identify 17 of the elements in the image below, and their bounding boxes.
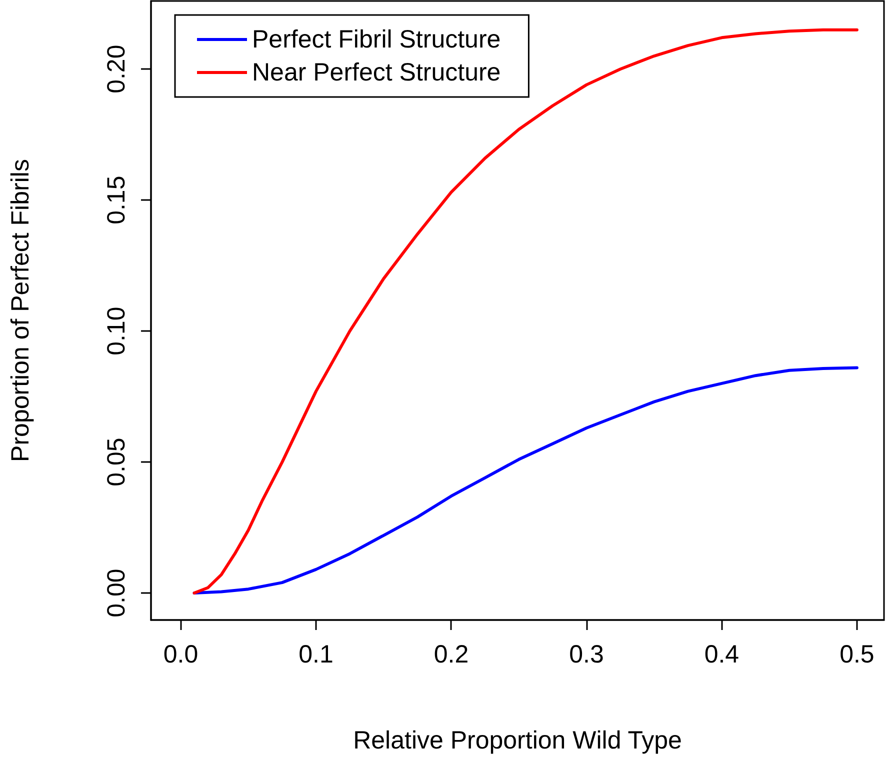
- x-axis-title: Relative Proportion Wild Type: [353, 726, 682, 754]
- y-axis-title: Proportion of Perfect Fibrils: [6, 159, 34, 462]
- line-series: [192, 366, 858, 595]
- y-tick-label: 0.10: [102, 306, 130, 356]
- y-tick-label: 0.00: [102, 568, 130, 618]
- legend-label: Near Perfect Structure: [252, 58, 501, 86]
- line-series: [192, 28, 858, 595]
- x-tick-label: 0.4: [704, 640, 740, 668]
- x-tick-label: 0.5: [840, 640, 874, 668]
- x-tick-label: 0.0: [163, 640, 198, 668]
- x-tick-label: 0.1: [298, 640, 334, 668]
- y-tick-label: 0.05: [102, 438, 130, 486]
- x-tick-label: 0.3: [569, 640, 604, 668]
- x-tick-label: 0.2: [434, 640, 469, 668]
- legend-label: Perfect Fibril Structure: [252, 26, 501, 54]
- y-tick-label: 0.20: [102, 44, 130, 94]
- y-tick-label: 0.15: [102, 176, 130, 224]
